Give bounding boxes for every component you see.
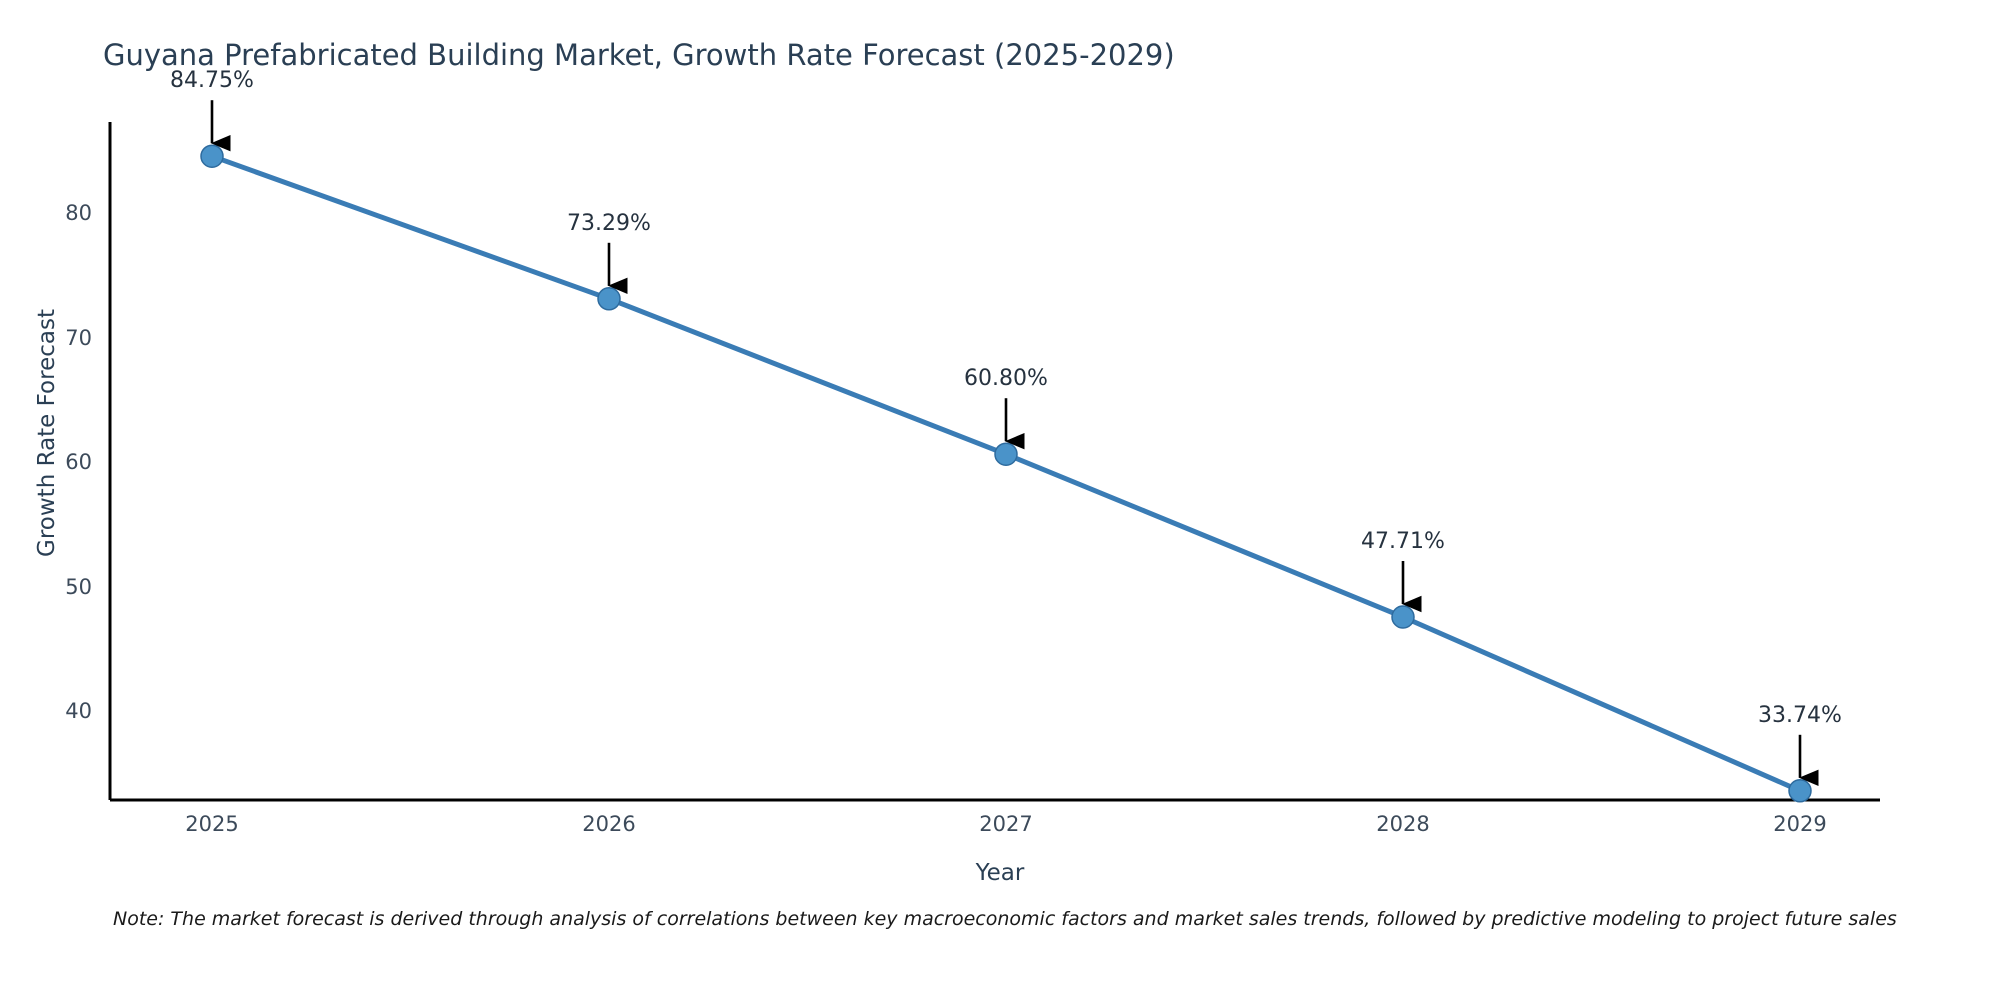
x-tick-label: 2025 (185, 812, 239, 836)
y-tick-label: 60 (65, 450, 92, 475)
data-point-markers (200, 144, 1812, 803)
x-tick-label: 2029 (1773, 812, 1827, 836)
forecast-line (209, 153, 1803, 794)
data-point-label: 84.75% (170, 68, 254, 94)
chart-footnote: Note: The market forecast is derived thr… (113, 908, 1897, 930)
data-point-label: 47.71% (1361, 529, 1445, 554)
x-axis-title: Year (975, 860, 1025, 886)
y-axis-title: Growth Rate Forecast (34, 309, 60, 557)
data-point-label: 33.74% (1758, 702, 1842, 728)
x-tick-label: 2026 (582, 812, 636, 836)
annotation-arrows (210, 100, 1819, 787)
chart-title: Guyana Prefabricated Building Market, Gr… (103, 38, 1175, 72)
x-tick-label: 2027 (979, 812, 1033, 836)
data-point-marker[interactable] (200, 144, 224, 168)
data-point-marker[interactable] (1391, 605, 1415, 629)
y-tick-label: 40 (65, 698, 92, 723)
x-tick-label: 2028 (1376, 812, 1430, 836)
y-tick-label: 70 (65, 325, 92, 350)
data-point-label: 60.80% (964, 366, 1048, 392)
data-point-marker[interactable] (994, 442, 1018, 466)
data-point-label: 73.29% (567, 210, 651, 236)
data-point-marker[interactable] (1788, 779, 1812, 803)
data-point-marker[interactable] (597, 287, 621, 311)
y-tick-label: 50 (65, 574, 92, 599)
y-tick-label: 80 (65, 201, 92, 226)
